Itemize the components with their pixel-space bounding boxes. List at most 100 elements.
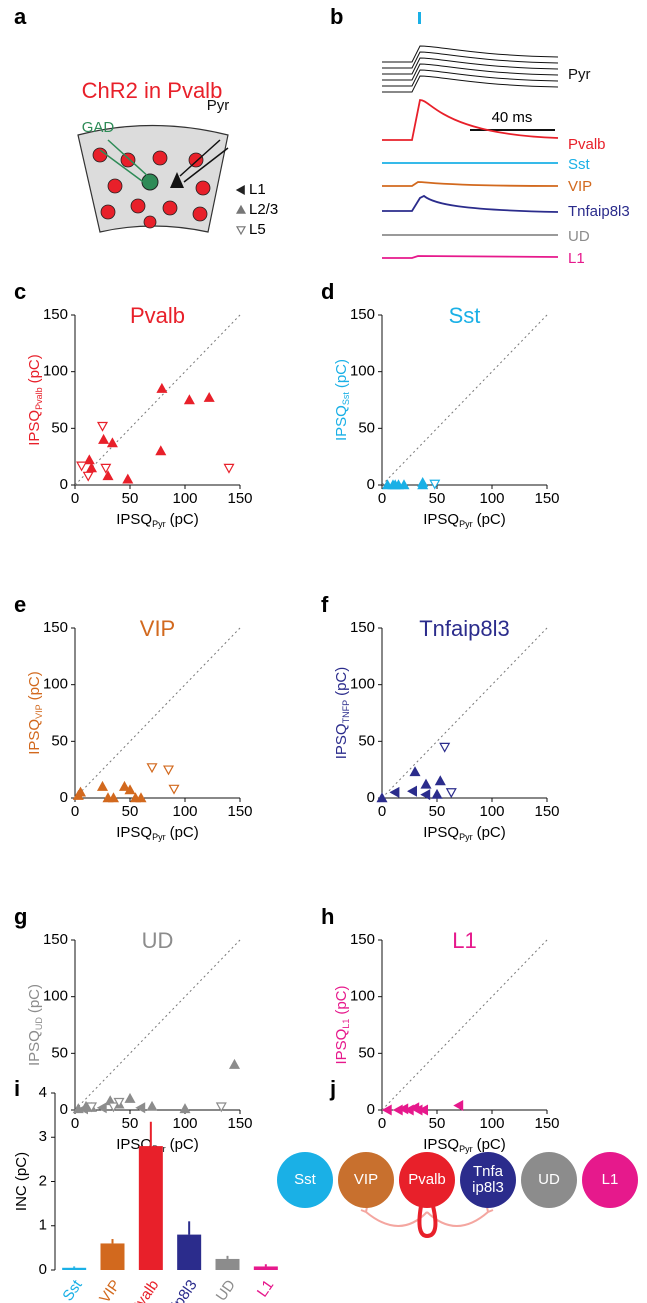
marker bbox=[155, 445, 167, 456]
x-label-unit: (pC) bbox=[170, 1136, 199, 1153]
x-tick-label: 50 bbox=[122, 803, 139, 820]
node-label: VIP bbox=[354, 1171, 378, 1188]
x-label-main: IPSQ bbox=[423, 1136, 459, 1153]
marker bbox=[82, 471, 94, 482]
marker bbox=[135, 792, 147, 803]
y-tick-label: 100 bbox=[43, 676, 68, 693]
identity-line bbox=[74, 627, 241, 799]
y-tick-label: 0 bbox=[367, 476, 375, 493]
identity-line bbox=[381, 314, 548, 486]
x-tick-label: Sst bbox=[59, 1276, 86, 1303]
bar bbox=[253, 1266, 278, 1270]
marker bbox=[398, 479, 410, 490]
y-tick-label: 100 bbox=[350, 363, 375, 380]
marker bbox=[146, 763, 158, 774]
y-label-sub: Pvalb bbox=[34, 387, 44, 410]
stim-mark bbox=[418, 12, 421, 24]
marker bbox=[146, 1100, 158, 1111]
trace-label: L1 bbox=[568, 250, 585, 267]
identity-line bbox=[74, 939, 241, 1111]
x-tick-label: UD bbox=[213, 1277, 239, 1303]
x-tick-label: 0 bbox=[71, 490, 79, 507]
x-tick-label: 0 bbox=[378, 1115, 386, 1132]
node-label: Sst bbox=[294, 1171, 317, 1188]
pyr-cell bbox=[170, 172, 184, 188]
trace bbox=[382, 99, 559, 141]
gad-cell bbox=[141, 173, 159, 191]
y-label-sub: Sst bbox=[341, 392, 351, 406]
y-tick-label: 150 bbox=[43, 931, 68, 948]
marker bbox=[85, 462, 98, 473]
x-label: IPSQPyr (pC) bbox=[116, 511, 199, 529]
chart-title: Pvalb bbox=[130, 303, 185, 328]
gad-label: GAD bbox=[82, 119, 115, 136]
y-label-unit: (pC) bbox=[333, 985, 350, 1014]
identity-line bbox=[381, 939, 548, 1111]
y-tick-label: 50 bbox=[358, 732, 375, 749]
pyr-trace bbox=[382, 75, 559, 93]
marker bbox=[122, 473, 134, 484]
arrow-pvalb-vip bbox=[365, 1211, 428, 1227]
x-tick-label: VIP bbox=[96, 1277, 124, 1303]
x-tick-label: 50 bbox=[429, 803, 446, 820]
y-label-main: IPSQ bbox=[333, 405, 350, 441]
legend-marker bbox=[235, 204, 247, 214]
y-tick-label: 100 bbox=[350, 676, 375, 693]
y-label-main: IPSQ bbox=[26, 410, 43, 446]
x-label-main: IPSQ bbox=[423, 511, 459, 528]
x-tick-label: 50 bbox=[122, 490, 139, 507]
chart-title: Sst bbox=[449, 303, 481, 328]
marker bbox=[107, 1102, 120, 1113]
y-tick-label: 0 bbox=[60, 789, 68, 806]
y-tick-label: 150 bbox=[43, 619, 68, 636]
node bbox=[338, 1152, 394, 1208]
y-tick-label: 0 bbox=[367, 789, 375, 806]
x-tick-label: L1 bbox=[254, 1277, 277, 1300]
legend-label: L2/3 bbox=[249, 201, 278, 218]
marker bbox=[124, 1092, 136, 1103]
y-tick-label: 3 bbox=[39, 1128, 47, 1145]
y-label: IPSQPvalb (pC) bbox=[26, 354, 44, 446]
pyr-pipette bbox=[179, 139, 229, 183]
node bbox=[399, 1152, 455, 1208]
panel-letter: a bbox=[14, 4, 27, 29]
x-tick-label: 100 bbox=[172, 803, 197, 820]
legend-label: L1 bbox=[249, 181, 266, 198]
marker bbox=[409, 766, 421, 777]
marker bbox=[85, 1102, 98, 1113]
arrow-heads bbox=[360, 1206, 494, 1213]
legend-label: L5 bbox=[249, 221, 266, 238]
x-tick-label: 0 bbox=[378, 803, 386, 820]
y-label: IPSQSst (pC) bbox=[333, 359, 351, 441]
x-label: IPSQPyr (pC) bbox=[423, 1136, 506, 1154]
marker bbox=[72, 1103, 84, 1114]
gad-pipette bbox=[99, 139, 151, 185]
y-tick-label: 0 bbox=[39, 1261, 47, 1278]
marker bbox=[76, 461, 88, 472]
pyr-label: Pyr bbox=[207, 97, 230, 114]
marker bbox=[429, 479, 441, 490]
trace-label: UD bbox=[568, 228, 590, 245]
y-label: IPSQVIP (pC) bbox=[26, 671, 44, 755]
bar bbox=[138, 1146, 163, 1270]
y-label-main: IPSQ bbox=[26, 1030, 43, 1066]
node bbox=[582, 1152, 638, 1208]
y-label-main: IPSQ bbox=[26, 719, 43, 755]
node-label: L1 bbox=[602, 1171, 619, 1188]
pyr-trace bbox=[382, 69, 559, 87]
y-label-sub: VIP bbox=[34, 704, 44, 719]
x-label-sub: Pyr bbox=[459, 519, 473, 529]
x-label-main: IPSQ bbox=[116, 824, 152, 841]
y-label-unit: (pC) bbox=[26, 984, 43, 1013]
y-tick-label: 100 bbox=[43, 988, 68, 1005]
panel-letter: j bbox=[329, 1076, 336, 1101]
y-tick-label: 150 bbox=[350, 619, 375, 636]
marker bbox=[107, 792, 120, 803]
marker bbox=[453, 1099, 464, 1111]
trace-label: Pvalb bbox=[568, 136, 606, 153]
marker bbox=[215, 1102, 227, 1113]
bar bbox=[100, 1243, 125, 1270]
x-tick-label: 50 bbox=[122, 1115, 139, 1132]
x-label-sub: Pyr bbox=[459, 832, 473, 842]
x-tick-label: 50 bbox=[429, 1115, 446, 1132]
